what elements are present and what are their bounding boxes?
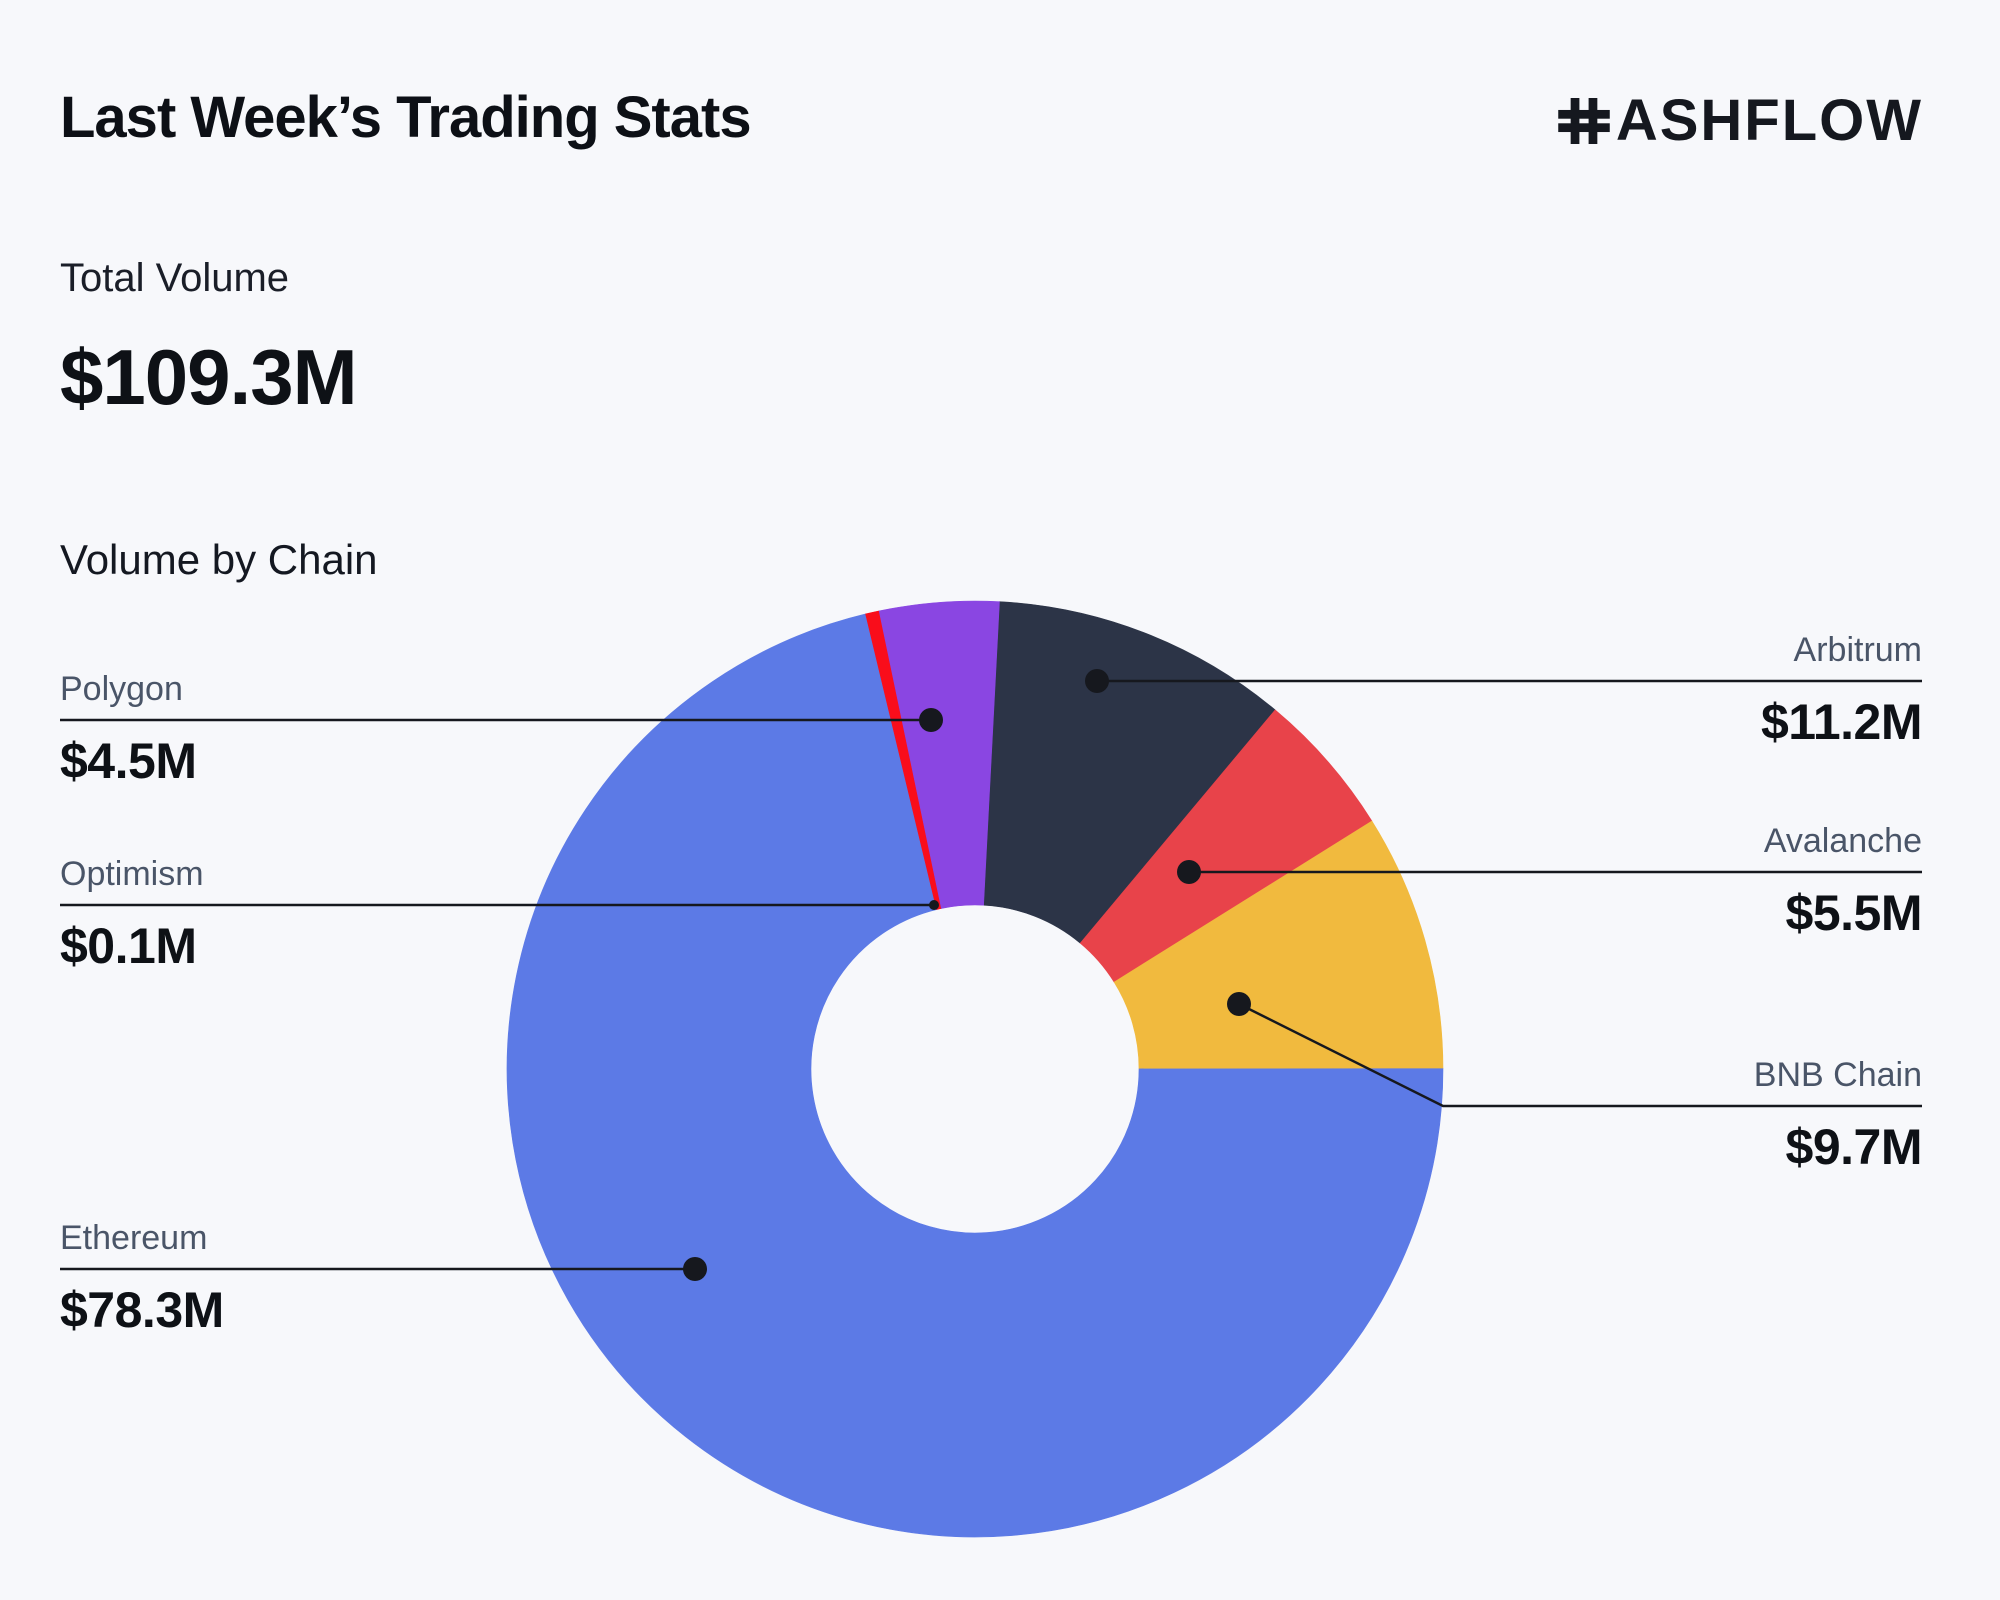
hashflow-logo-text: ASHFLOW [1615,88,1923,153]
callout-dot-avalanche [1177,860,1201,884]
callout-line-bnb-chain [1238,1002,1922,1108]
section-title-volume-by-chain: Volume by Chain [60,536,378,583]
total-volume-label: Total Volume [60,256,290,300]
donut-segment-arbitrum [983,601,1276,944]
page-title: Last Week’s Trading Stats [60,85,752,150]
callout-dot-ethereum [683,1257,707,1281]
callout-dot-bnb-chain [1227,992,1251,1016]
donut-segment-ethereum [506,613,1444,1538]
hashflow-hash-icon [1558,98,1610,144]
callout-dot-optimism [929,900,939,910]
donut-segment-polygon [878,600,1000,909]
donut-segment-bnb-chain [1113,820,1444,1070]
callout-dot-arbitrum [1085,669,1109,693]
hashflow-logo: ASHFLOW [1557,92,1923,150]
total-volume-value: $109.3M [60,333,358,421]
callout-dot-polygon [919,708,943,732]
